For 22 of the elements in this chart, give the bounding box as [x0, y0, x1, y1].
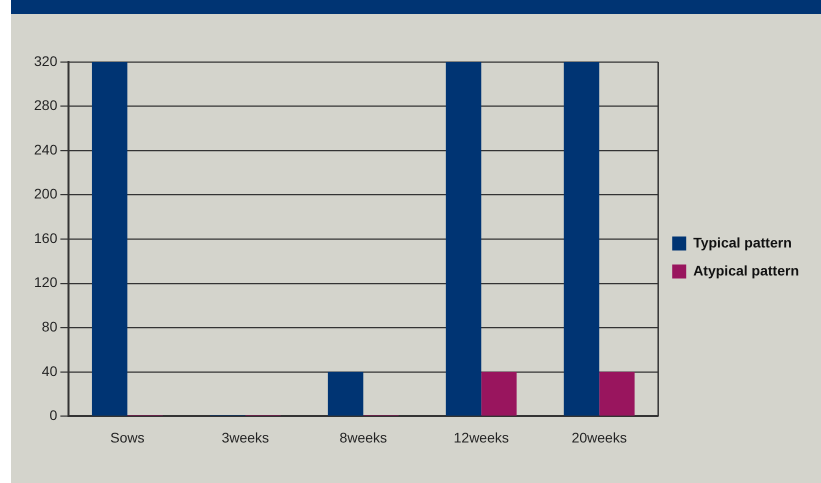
- y-tick-label: 200: [34, 186, 58, 202]
- y-tick-label: 160: [34, 230, 58, 246]
- y-tick-label: 40: [42, 362, 58, 379]
- bar: [599, 372, 635, 416]
- y-tick-label: 240: [34, 141, 58, 158]
- y-tick-label: 120: [34, 274, 58, 290]
- x-tick-label: 3weeks: [222, 429, 270, 446]
- bar: [481, 372, 517, 416]
- y-tick-label: 0: [50, 407, 58, 424]
- x-tick-label: Sows: [110, 429, 144, 446]
- x-tick-label: 20weeks: [572, 429, 627, 446]
- x-tick-label: 12weeks: [454, 429, 509, 446]
- legend-label: Atypical pattern: [693, 262, 800, 278]
- y-tick-label: 320: [34, 52, 58, 69]
- x-tick-label: 8weeks: [340, 429, 388, 446]
- bar: [564, 62, 600, 416]
- bar: [92, 62, 128, 416]
- bar: [446, 62, 482, 416]
- y-tick-label: 280: [34, 97, 58, 114]
- y-tick-label: 80: [42, 318, 58, 335]
- legend-label: Typical pattern: [693, 234, 792, 250]
- bar: [328, 372, 364, 416]
